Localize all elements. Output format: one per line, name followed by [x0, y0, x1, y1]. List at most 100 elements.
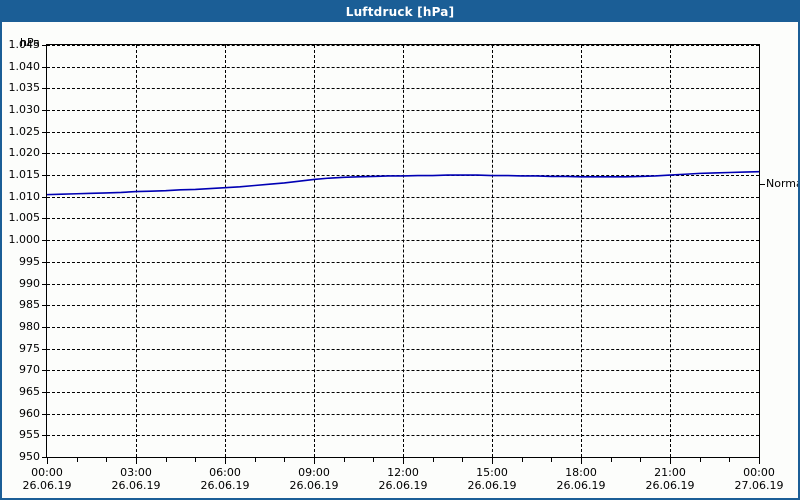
x-axis-tick	[670, 458, 671, 464]
y-axis-tick	[42, 66, 46, 68]
x-axis-tick	[551, 458, 553, 462]
y-axis-tick	[42, 88, 46, 90]
pressure-line-series	[47, 170, 759, 196]
x-axis-tick	[284, 458, 286, 462]
normal-level-label: Normal	[766, 176, 798, 190]
x-axis-tick-label: 03:00 26.06.19	[91, 466, 181, 492]
y-axis-tick-label: 1.025	[8, 124, 41, 138]
y-axis-tick	[42, 153, 46, 155]
x-axis-tick-time: 18:00	[565, 466, 597, 479]
x-axis-tick-time: 00:00	[743, 466, 775, 479]
x-axis-tick	[492, 458, 493, 464]
x-axis-tick-label: 18:00 26.06.19	[536, 466, 626, 492]
y-axis-tick	[42, 45, 46, 46]
y-axis-tick-label: 1.030	[8, 103, 41, 117]
x-axis-tick-date: 26.06.19	[378, 479, 428, 492]
gridline-vertical	[670, 45, 671, 457]
y-axis-tick	[42, 196, 46, 198]
y-axis-tick-label: 960	[19, 406, 40, 420]
y-axis-tick	[42, 110, 46, 112]
x-axis-tick-date: 26.06.19	[22, 479, 72, 492]
x-axis-tick-time: 21:00	[654, 466, 686, 479]
y-axis-tick-label: 950	[19, 450, 40, 463]
panel-title: Luftdruck [hPa]	[2, 2, 798, 22]
y-axis-tick-label: 955	[19, 428, 40, 442]
x-axis-tick	[225, 458, 226, 464]
x-axis-tick-time: 03:00	[120, 466, 152, 479]
gridline-vertical	[136, 45, 137, 457]
x-axis-tick	[106, 458, 108, 462]
x-axis-tick	[521, 458, 523, 462]
y-axis-tick-label: 1.040	[8, 59, 41, 73]
y-axis-tick-label: 1.035	[8, 81, 41, 95]
x-axis-tick-date: 26.06.19	[556, 479, 606, 492]
x-axis-tick	[432, 458, 434, 462]
x-axis-tick	[314, 458, 315, 464]
x-axis-tick	[729, 458, 731, 462]
x-axis-tick	[403, 458, 404, 464]
plot-frame	[46, 44, 760, 458]
y-axis-tick-label: 1.005	[8, 211, 41, 225]
y-axis-tick-label: 1.020	[8, 146, 41, 160]
y-axis-tick	[42, 391, 46, 393]
y-axis-tick-label: 970	[19, 363, 40, 377]
y-axis-tick-label: 965	[19, 384, 40, 398]
x-axis-tick-label: 00:00 27.06.19	[714, 466, 798, 492]
y-axis-tick-label: 990	[19, 276, 40, 290]
x-axis-tick-date: 26.06.19	[289, 479, 339, 492]
y-axis-tick	[42, 413, 46, 415]
y-axis-tick-label: 1.000	[8, 233, 41, 247]
y-axis-tick	[42, 348, 46, 350]
y-axis-tick	[42, 305, 46, 307]
x-axis-tick	[699, 458, 701, 462]
x-axis-tick	[640, 458, 642, 462]
x-axis-tick-date: 27.06.19	[734, 479, 784, 492]
x-axis-tick	[254, 458, 256, 462]
x-axis-tick	[76, 458, 78, 462]
y-axis-tick-label: 985	[19, 298, 40, 312]
y-axis-tick	[42, 218, 46, 220]
x-axis-tick-date: 26.06.19	[200, 479, 250, 492]
x-axis-tick-label: 09:00 26.06.19	[269, 466, 359, 492]
x-axis-tick-time: 15:00	[476, 466, 508, 479]
y-axis-tick	[42, 370, 46, 372]
y-axis-unit-label: hPa	[20, 36, 40, 49]
y-axis-tick	[42, 283, 46, 285]
x-axis-tick	[195, 458, 197, 462]
gridline-vertical	[403, 45, 404, 457]
y-axis-tick-label: 1.045	[8, 38, 41, 51]
x-axis-tick-label: 12:00 26.06.19	[358, 466, 448, 492]
x-axis-tick	[136, 458, 137, 464]
x-axis-tick-time: 12:00	[387, 466, 419, 479]
y-axis-tick	[42, 240, 46, 242]
y-axis-tick-label: 975	[19, 341, 40, 355]
x-axis-tick	[610, 458, 612, 462]
x-axis-tick-date: 26.06.19	[111, 479, 161, 492]
chart-area: hPa 950 955 960 965 970 975 980 985 990 995 1.000 1…	[2, 22, 799, 498]
x-axis-tick	[47, 458, 48, 464]
y-axis-tick	[42, 435, 46, 437]
y-axis-tick-label: 980	[19, 319, 40, 333]
y-axis-tick	[42, 457, 46, 458]
y-axis-tick	[42, 175, 46, 177]
x-axis-tick	[462, 458, 464, 462]
x-axis-tick	[165, 458, 167, 462]
x-axis-tick	[373, 458, 375, 462]
y-axis-tick-label: 995	[19, 254, 40, 268]
y-axis-tick-label: 1.015	[8, 168, 41, 182]
y-axis-tick	[42, 131, 46, 133]
x-axis-tick	[343, 458, 345, 462]
x-axis-tick-time: 06:00	[209, 466, 241, 479]
gridline-vertical	[492, 45, 493, 457]
x-axis-tick-label: 15:00 26.06.19	[447, 466, 537, 492]
x-axis-tick-label: 00:00 26.06.19	[2, 466, 92, 492]
gridline-vertical	[581, 45, 582, 457]
normal-level-tick	[760, 183, 765, 185]
x-axis-tick-time: 09:00	[298, 466, 330, 479]
x-axis-tick-date: 26.06.19	[645, 479, 695, 492]
y-axis-tick	[42, 326, 46, 328]
x-axis-tick-label: 21:00 26.06.19	[625, 466, 715, 492]
y-axis-tick	[42, 261, 46, 263]
x-axis-tick	[581, 458, 582, 464]
